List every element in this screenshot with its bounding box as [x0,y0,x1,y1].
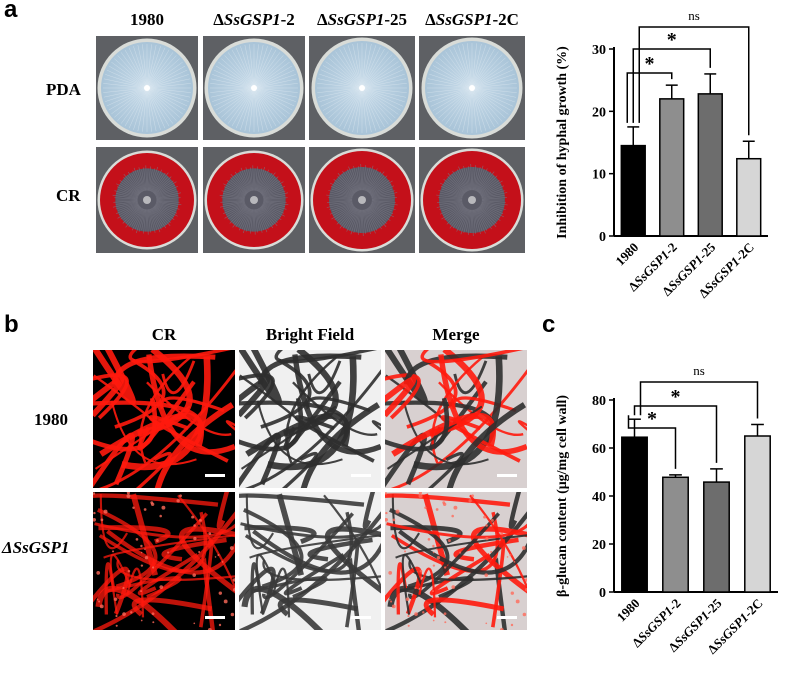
bar [744,435,771,593]
significance-label: * [647,408,657,430]
micro-col-head-cr: CR [151,325,177,344]
bar [703,481,730,593]
plate-row-head-cr: CR [56,186,81,205]
plate-row-head-pda: PDA [46,80,81,99]
significance-bracket [633,405,718,463]
bright-field-image [239,350,381,488]
y-tick-label: 0 [599,230,606,245]
bar [621,436,648,593]
bar [662,476,689,593]
bar-chart-hyphal-inhibition: 0 10 20 30 Inhibition of hyphal growth (%) 19… [538,5,800,310]
significance-bracket [626,72,673,123]
pda-plate-photo [309,36,415,140]
y-tick-label: 60 [592,442,606,457]
cr-plate-photo [419,147,525,253]
cr-fluorescence-image [93,350,235,488]
significance-bracket [627,415,677,469]
merge-image [385,350,527,488]
y-tick-label: 40 [592,490,606,505]
y-axis-label: Inhibition of hyphal growth (%) [555,46,570,239]
y-tick-label: 0 [599,586,606,601]
cr-plate-photo [96,147,198,253]
significance-bracket [638,26,750,136]
micro-col-head-merge: Merge [432,325,480,344]
panel-letter-c: c [542,311,556,338]
micro-col-head-bright-field: Bright Field [265,325,355,344]
bar [736,157,762,237]
pda-plate-photo [203,36,305,140]
pda-plate-photo [96,36,198,140]
micro-row-head-ssgsp1: ΔSsGSP1 [2,538,70,557]
significance-bracket [639,381,759,419]
cr-plate-photo [203,147,305,253]
plate-col-head-1980: 1980 [130,10,164,29]
y-tick-label: 10 [592,168,606,183]
cr-fluorescence-image [93,492,235,630]
significance-label: ns [693,363,705,378]
y-tick-label: 20 [592,538,606,553]
y-axis-label: β-glucan content (μg/mg cell wall) [555,395,570,597]
plate-col-head-ssgsp1-2: ΔSsGSP1-2 [213,10,295,29]
plate-col-head-ssgsp1-25: ΔSsGSP1-25 [316,10,408,29]
cr-plate-photo [309,147,415,253]
merge-image [385,492,527,630]
panel-letter-b: b [4,311,19,338]
bar-chart-beta-glucan: 0 20 40 60 80 β-glucan content (μg/mg cell wa… [538,340,800,669]
x-tick-label: 1980 [614,596,643,625]
significance-label: * [671,386,681,408]
x-tick-label: 1980 [612,240,641,269]
bar [620,144,646,237]
y-tick-label: 20 [592,105,606,120]
bar [697,93,723,237]
significance-label: * [667,29,677,51]
plate-col-head-ssgsp1-2c: ΔSsGSP1-2C [425,10,519,29]
bar [659,98,685,237]
y-tick-label: 30 [592,43,606,58]
micro-row-head-1980: 1980 [34,410,68,429]
significance-label: * [645,53,655,75]
panel-letter-a: a [4,0,18,23]
y-tick-label: 80 [592,394,606,409]
significance-bracket [632,48,711,123]
pda-plate-photo [419,36,525,140]
bright-field-image [239,492,381,630]
significance-label: ns [688,8,700,23]
